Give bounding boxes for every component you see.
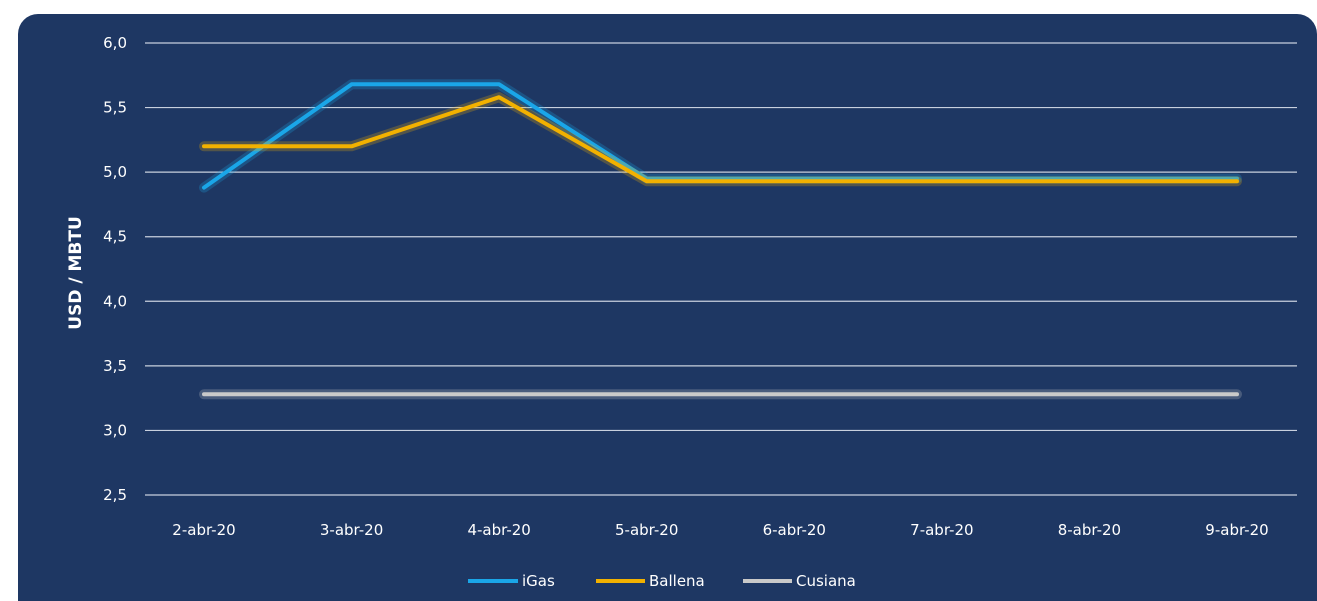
x-tick-label: 9-abr-20: [1205, 521, 1268, 539]
y-tick-labels: 6,0 5,5 5,0 4,5 4,0 3,5 3,0 2,5: [103, 34, 127, 504]
y-tick-label: 3,5: [103, 357, 127, 375]
y-tick-label: 5,0: [103, 163, 127, 181]
x-tick-labels: 2-abr-20 3-abr-20 4-abr-20 5-abr-20 6-abr-20…: [172, 521, 1268, 539]
series-ballena-glow: [199, 92, 1242, 187]
y-tick-label: 3,0: [103, 421, 127, 439]
legend-label-cusiana: Cusiana: [796, 572, 856, 590]
legend-label-ballena: Ballena: [649, 572, 705, 590]
series-ballena-line: [202, 95, 1239, 184]
y-tick-label: 5,5: [103, 99, 127, 117]
x-tick-label: 3-abr-20: [320, 521, 383, 539]
x-tick-label: 2-abr-20: [172, 521, 235, 539]
y-tick-label: 4,0: [103, 292, 127, 310]
y-tick-label: 6,0: [103, 34, 127, 52]
x-tick-label: 6-abr-20: [763, 521, 826, 539]
gridlines: [145, 42, 1297, 496]
y-axis-label: USD / MBTU: [66, 216, 86, 329]
y-tick-label: 4,5: [103, 228, 127, 246]
x-tick-label: 7-abr-20: [910, 521, 973, 539]
x-tick-label: 4-abr-20: [467, 521, 530, 539]
chart-panel: [18, 14, 1317, 601]
series-igas-line: [202, 82, 1239, 190]
x-tick-label: 5-abr-20: [615, 521, 678, 539]
x-tick-label: 8-abr-20: [1058, 521, 1121, 539]
legend: iGas Ballena Cusiana: [468, 572, 856, 590]
legend-label-igas: iGas: [522, 572, 555, 590]
series-lines: [199, 79, 1242, 400]
y-tick-label: 2,5: [103, 486, 127, 504]
